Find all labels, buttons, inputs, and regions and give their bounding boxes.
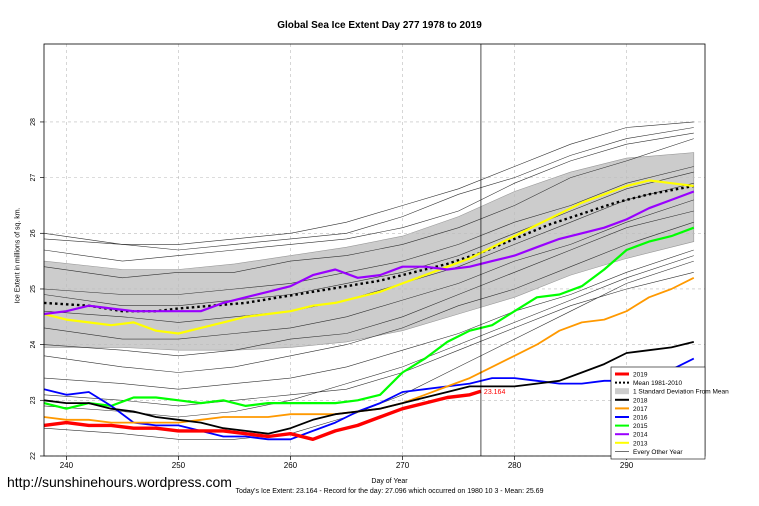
plot-frame <box>43 43 706 457</box>
series-line-2013 <box>43 179 694 335</box>
other-year-line <box>43 210 694 357</box>
other-year-line <box>43 166 694 295</box>
other-year-line <box>43 199 694 340</box>
x-tick-label: 260 <box>284 461 298 470</box>
series-line-2015 <box>43 226 695 410</box>
other-year-line <box>43 221 694 373</box>
legend-label: 1 Standard Deviation From Mean <box>633 389 729 396</box>
y-axis-label: Ice Extent in millions of sq. km. <box>14 207 22 304</box>
y-tick-label: 28 <box>30 118 37 126</box>
legend-label: 2016 <box>633 415 648 422</box>
y-tick-label: 23 <box>30 396 37 404</box>
legend-label: 2017 <box>633 406 648 413</box>
legend-label: 2014 <box>633 432 648 439</box>
other-year-line <box>43 255 694 418</box>
other-year-line <box>43 272 694 407</box>
other-year-line <box>43 249 694 390</box>
legend-label: 2018 <box>633 397 648 404</box>
other-year-line <box>43 182 694 323</box>
legend-swatch <box>615 388 629 395</box>
other-year-line <box>43 121 694 245</box>
legend-label: 2015 <box>633 423 648 430</box>
y-tick-label: 25 <box>30 285 37 293</box>
series-line-2016 <box>43 357 695 441</box>
watermark-url: http://sunshinehours.wordpress.com <box>7 474 232 490</box>
y-tick-label: 22 <box>30 452 37 460</box>
footnote: Today's Ice Extent: 23.164 - Record for … <box>235 488 544 495</box>
x-tick-label: 290 <box>620 461 634 470</box>
current-value-label: 23.164 <box>484 389 506 396</box>
other-year-line <box>43 138 694 279</box>
series-line-2019 <box>43 389 482 441</box>
legend-label: Mean 1981-2010 <box>633 380 683 387</box>
series-line-2018 <box>43 341 695 435</box>
y-tick-label: 27 <box>30 174 37 182</box>
y-tick-label: 24 <box>30 341 37 349</box>
legend-label: 2013 <box>633 440 648 447</box>
x-axis-label: Day of Year <box>371 478 408 485</box>
legend-label: 2019 <box>633 372 648 379</box>
other-year-line <box>43 127 694 251</box>
other-year-line <box>43 171 694 307</box>
chart-title: Global Sea Ice Extent Day 277 1978 to 20… <box>277 20 482 31</box>
legend-label: Every Other Year <box>633 449 683 456</box>
y-tick-label: 26 <box>30 229 37 237</box>
x-tick-label: 280 <box>508 461 522 470</box>
x-tick-label: 250 <box>172 461 186 470</box>
x-tick-label: 240 <box>60 461 74 470</box>
other-year-line <box>43 132 694 262</box>
x-tick-label: 270 <box>396 461 410 470</box>
series-line-2014 <box>43 190 695 316</box>
